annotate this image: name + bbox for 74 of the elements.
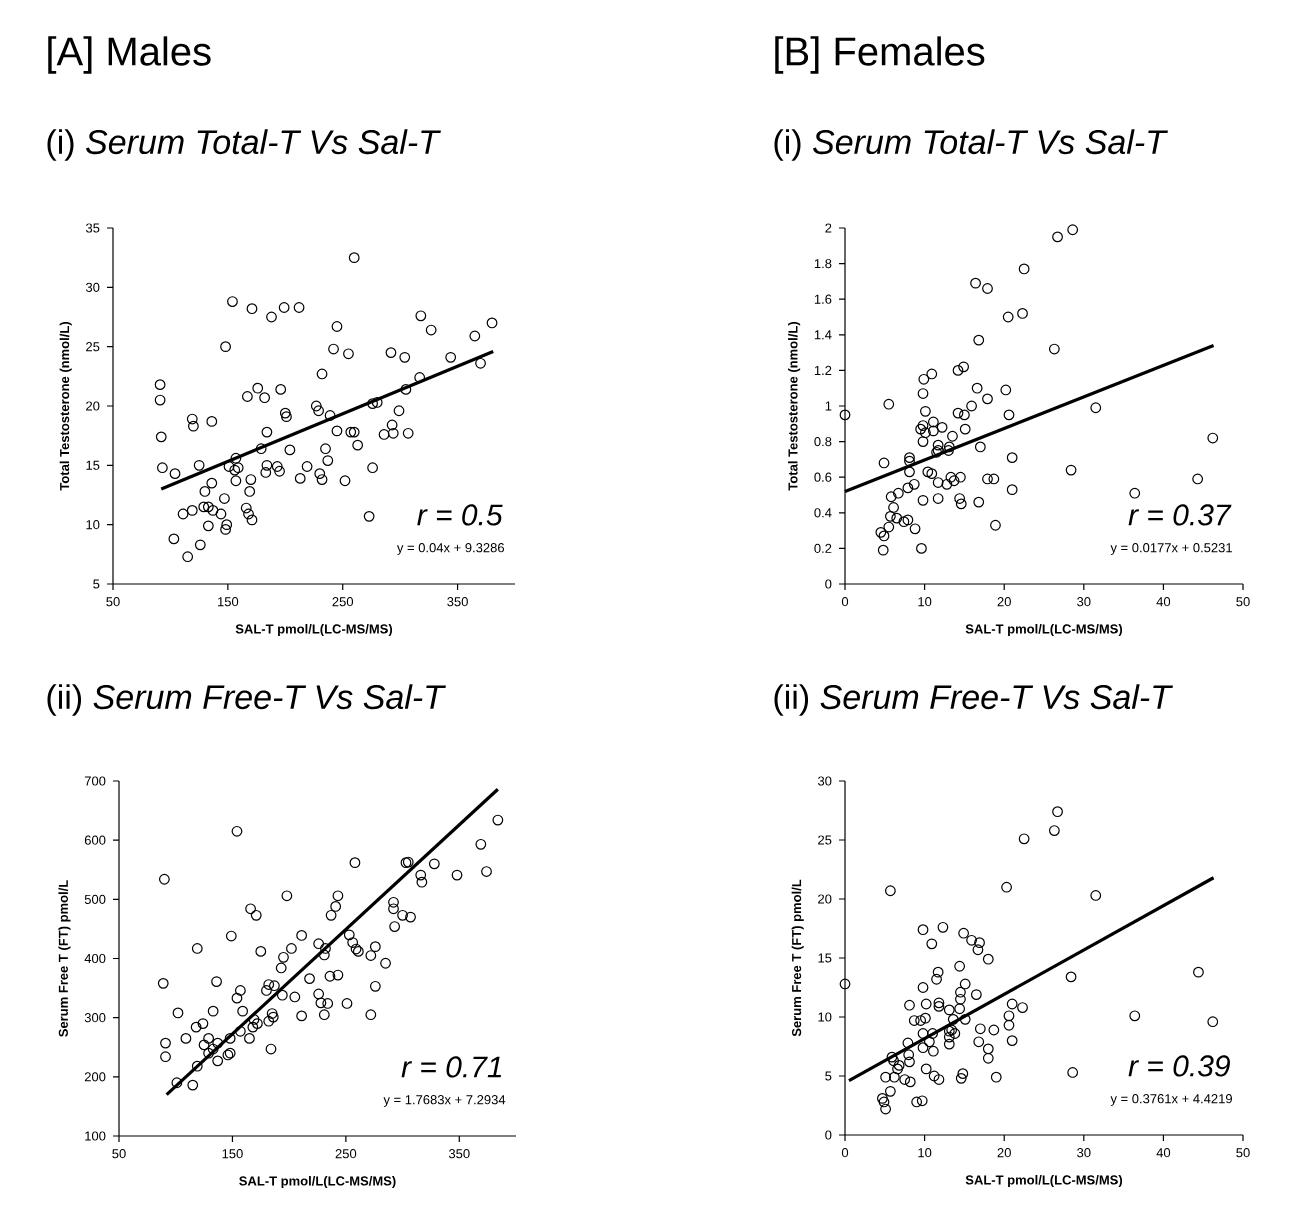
y-tick-label: 1.2 (814, 365, 832, 375)
y-tick-label: 0.6 (814, 472, 832, 482)
y-tick-label: 1.4 (814, 330, 832, 340)
annotation: y = 1.7683x + 7.2934 (383, 1095, 506, 1107)
x-tick-label: 250 (332, 597, 354, 607)
y-tick-label: 1 (825, 401, 832, 411)
x-tick-label: 10 (918, 597, 932, 607)
y-axis-title: Total Testosterone (nmol/L) (788, 322, 801, 491)
x-tick-label: 0 (841, 597, 849, 607)
x-tick-label: 40 (1156, 597, 1171, 607)
x-tick-label: 150 (218, 597, 239, 607)
x-tick-label: 10 (918, 1148, 932, 1158)
y-tick-label: 20 (818, 894, 832, 904)
y-tick-label: 15 (86, 460, 100, 470)
y-tick-label: 10 (818, 1012, 832, 1022)
x-tick-label: 350 (448, 1149, 470, 1159)
y-tick-label: 0.2 (814, 543, 832, 553)
chart-title: [A] Males (48, 36, 211, 74)
y-tick-label: 200 (84, 1072, 106, 1082)
y-tick-label: 700 (84, 776, 106, 786)
x-tick-label: 150 (222, 1149, 243, 1159)
x-axis-title: SAL-T pmol/L(LC-MS/MS) (239, 1176, 396, 1189)
y-tick-label: 400 (84, 953, 106, 964)
y-tick-label: 0.4 (814, 508, 832, 518)
y-tick-label: 25 (818, 835, 832, 845)
y-tick-label: 300 (84, 1013, 106, 1023)
y-tick-label: 0.8 (814, 437, 832, 447)
x-tick-label: 0 (841, 1148, 849, 1158)
x-tick-label: 40 (1156, 1148, 1171, 1158)
y-tick-label: 10 (86, 520, 100, 530)
x-axis-title: SAL-T pmol/L(LC-MS/MS) (965, 1175, 1123, 1188)
y-tick-label: 5 (93, 579, 100, 589)
y-axis-title: Serum Free T (FT) pmol/L (791, 879, 804, 1037)
annotation: r = 0.5 (417, 504, 503, 526)
annotation: y = 0.3761x + 4.4219 (1110, 1094, 1232, 1106)
y-tick-label: 35 (85, 223, 100, 233)
x-axis-title: SAL-T pmol/L(LC-MS/MS) (965, 624, 1123, 637)
annotation: r = 0.39 (1128, 1055, 1230, 1077)
y-tick-label: 30 (85, 282, 100, 292)
y-tick-label: 100 (85, 1131, 106, 1141)
x-tick-label: 350 (447, 597, 468, 607)
x-tick-label: 50 (1236, 1148, 1250, 1158)
y-axis-title: Total Testosterone (nmol/L) (59, 322, 72, 491)
annotation: y = 0.0177x + 0.5231 (1110, 543, 1232, 555)
annotation: r = 0.37 (1128, 504, 1232, 526)
x-tick-label: 50 (1236, 597, 1250, 607)
x-tick-label: 30 (1077, 1148, 1091, 1158)
chart-title: [B] Females (775, 36, 985, 74)
y-tick-label: 1.8 (814, 259, 832, 269)
x-tick-label: 50 (112, 1149, 126, 1159)
annotation: y = 0.04x + 9.3286 (396, 543, 505, 555)
x-tick-label: 30 (1077, 597, 1091, 607)
chart-subtitle: (i) Serum Total-T Vs Sal-T (774, 129, 1168, 161)
chart-subtitle: (i) Serum Total-T Vs Sal-T (47, 129, 441, 161)
y-tick-label: 0 (825, 1130, 832, 1140)
annotation: r = 0.71 (401, 1056, 502, 1078)
y-tick-label: 20 (86, 401, 100, 411)
y-tick-label: 500 (84, 894, 106, 904)
chart-subtitle: (ii) Serum Free-T Vs Sal-T (774, 684, 1173, 716)
y-tick-label: 25 (86, 342, 100, 352)
y-axis-title: Serum Free T (FT) pmol/L (58, 880, 71, 1037)
y-tick-label: 30 (817, 776, 832, 786)
y-tick-label: 15 (818, 953, 832, 963)
x-tick-label: 20 (997, 1148, 1011, 1158)
x-axis-title: SAL-T pmol/L(LC-MS/MS) (235, 624, 393, 637)
y-tick-label: 1.6 (814, 294, 832, 304)
x-tick-label: 250 (335, 1149, 357, 1159)
y-tick-label: 5 (825, 1071, 832, 1081)
chart-subtitle: (ii) Serum Free-T Vs Sal-T (47, 684, 446, 716)
y-tick-label: 2 (825, 223, 832, 233)
x-tick-label: 50 (106, 597, 120, 607)
y-tick-label: 0 (825, 579, 832, 589)
x-tick-label: 20 (997, 597, 1011, 607)
y-tick-label: 600 (84, 835, 106, 845)
